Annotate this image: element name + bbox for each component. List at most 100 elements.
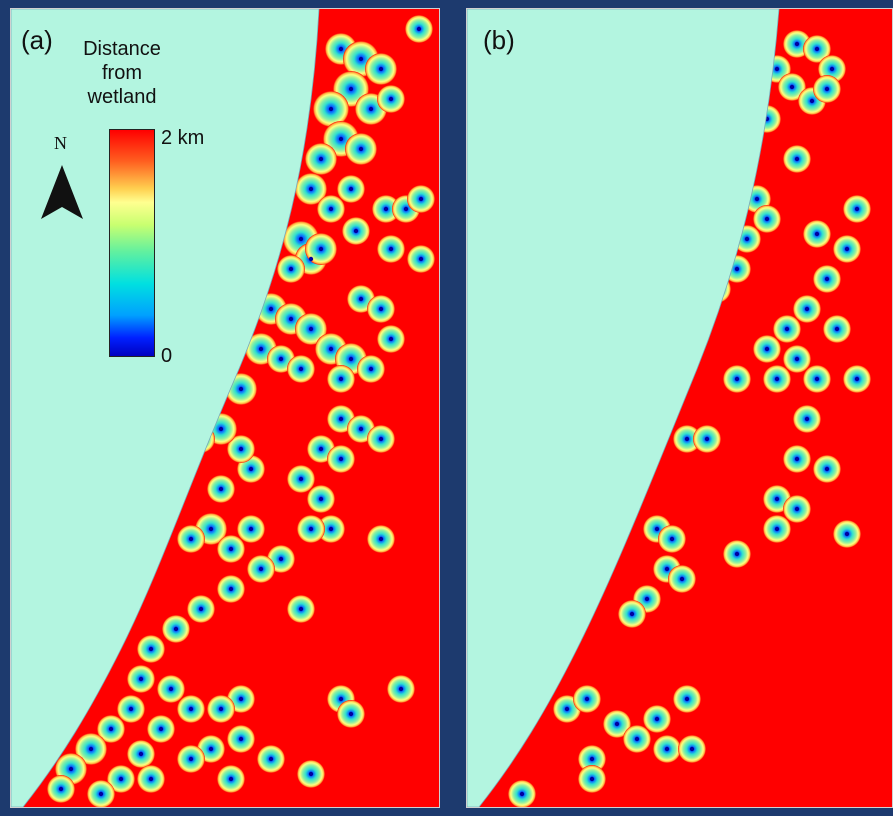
wetland-point — [388, 336, 394, 342]
wetland-point — [804, 306, 810, 312]
wetland-point — [358, 296, 364, 302]
legend-title-line-2: from — [102, 62, 142, 84]
wetland-point — [388, 246, 394, 252]
wetland-point — [268, 306, 274, 312]
wetland-point — [629, 611, 635, 617]
wetland-point — [383, 206, 389, 212]
wetland-point — [138, 676, 144, 682]
wetland-point — [734, 266, 740, 272]
sea-area — [11, 9, 320, 807]
map-a-distance-surface — [11, 9, 439, 807]
wetland-point — [814, 231, 820, 237]
wetland-point — [318, 246, 324, 252]
wetland-point — [378, 306, 384, 312]
wetland-point — [824, 466, 830, 472]
legend-max-label: 2 km — [161, 127, 205, 149]
wetland-point — [308, 326, 314, 332]
wetland-point — [669, 536, 675, 542]
wetland-point — [308, 771, 314, 777]
wetland-point — [338, 696, 344, 702]
legend-min-label: 0 — [161, 345, 173, 367]
wetland-point — [744, 236, 750, 242]
wetland-point — [829, 66, 835, 72]
wetland-point — [68, 766, 74, 772]
wetland-point — [794, 41, 800, 47]
wetland-point — [854, 376, 860, 382]
panel-b: (b) — [466, 8, 893, 808]
wetland-point — [353, 228, 359, 234]
wetland-point — [238, 446, 244, 452]
wetland-point — [854, 206, 860, 212]
panel-a: (a) Distance from wetland 2 km 0 N — [10, 8, 440, 808]
wetland-point — [809, 98, 815, 104]
wetland-point — [328, 206, 334, 212]
wetland-point — [378, 66, 384, 72]
wetland-point — [238, 736, 244, 742]
wetland-point — [218, 426, 224, 432]
wetland-point — [403, 206, 409, 212]
wetland-point — [614, 721, 620, 727]
wetland-point — [358, 56, 364, 62]
wetland-point — [358, 426, 364, 432]
wetland-point — [308, 526, 314, 532]
wetland-point — [148, 776, 154, 782]
wetland-point — [338, 46, 344, 52]
wetland-point — [248, 526, 254, 532]
wetland-point — [298, 606, 304, 612]
wetland-point — [198, 606, 204, 612]
wetland-point — [844, 246, 850, 252]
wetland-point — [764, 216, 770, 222]
wetland-point — [794, 156, 800, 162]
wetland-point — [794, 506, 800, 512]
wetland-point — [519, 791, 525, 797]
wetland-point — [664, 566, 670, 572]
wetland-point — [308, 186, 314, 192]
wetland-point — [416, 26, 422, 32]
wetland-point — [218, 486, 224, 492]
wetland-point — [338, 456, 344, 462]
wetland-point — [218, 706, 224, 712]
wetland-point — [338, 136, 344, 142]
north-label: N — [54, 133, 67, 153]
wetland-point — [654, 716, 660, 722]
wetland-point — [804, 416, 810, 422]
wetland-point — [834, 326, 840, 332]
wetland-point — [328, 106, 334, 112]
wetland-point — [654, 526, 660, 532]
wetland-point — [288, 316, 294, 322]
sea-area — [467, 9, 780, 807]
wetland-point — [158, 726, 164, 732]
wetland-point — [774, 526, 780, 532]
wetland-point — [368, 366, 374, 372]
wetland-point — [789, 84, 795, 90]
wetland-point — [824, 276, 830, 282]
wetland-point — [734, 376, 740, 382]
wetland-point — [278, 356, 284, 362]
wetland-point — [774, 376, 780, 382]
wetland-point — [418, 256, 424, 262]
wetland-point — [228, 586, 234, 592]
wetland-point — [188, 756, 194, 762]
wetland-point — [564, 706, 570, 712]
wetland-point — [278, 556, 284, 562]
wetland-point — [298, 236, 304, 242]
wetland-point — [664, 746, 670, 752]
wetland-point — [584, 696, 590, 702]
wetland-point — [368, 106, 374, 112]
wetland-point — [248, 466, 254, 472]
wetland-point — [208, 746, 214, 752]
wetland-point — [318, 496, 324, 502]
wetland-point — [684, 436, 690, 442]
wetland-point — [774, 66, 780, 72]
legend-title-line-3: wetland — [87, 86, 157, 108]
panel-b-label: (b) — [483, 25, 515, 55]
wetland-point — [764, 346, 770, 352]
wetland-point — [258, 566, 264, 572]
wetland-point — [348, 86, 354, 92]
map-b-distance-surface — [467, 9, 892, 807]
wetland-point — [844, 531, 850, 537]
panel-a-label: (a) — [21, 25, 53, 55]
wetland-point — [418, 196, 424, 202]
wetland-point — [794, 356, 800, 362]
wetland-point — [774, 496, 780, 502]
